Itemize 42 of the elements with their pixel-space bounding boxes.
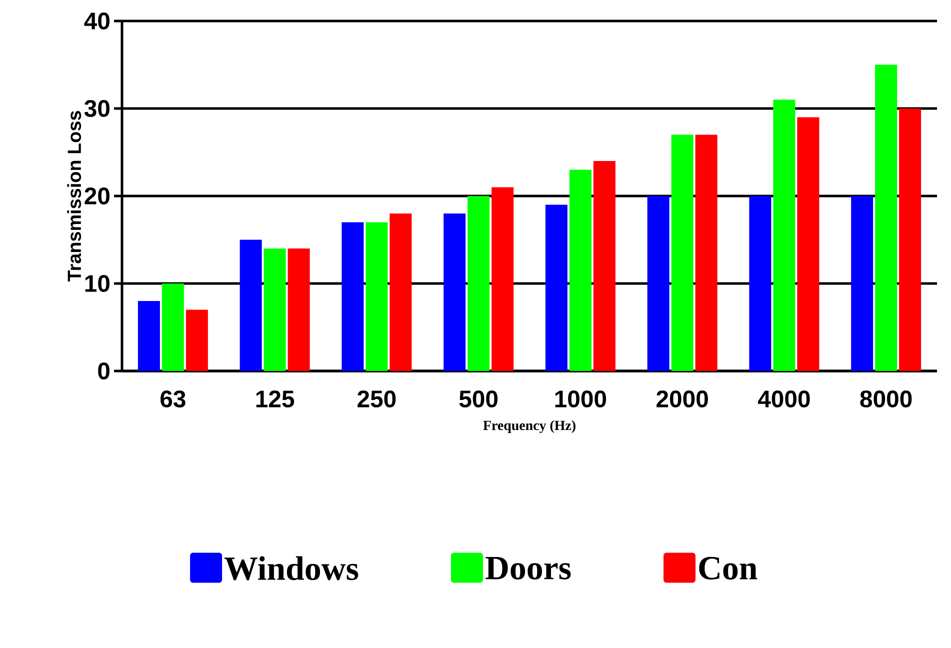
- y-axis-title: Transmission Loss: [67, 111, 82, 282]
- bar: [899, 108, 922, 371]
- y-tick-label: 0: [98, 362, 110, 380]
- x-tick-label: 500: [459, 390, 498, 408]
- bar: [851, 196, 874, 371]
- bar: [240, 240, 262, 371]
- bar: [569, 170, 592, 371]
- bar: [444, 213, 466, 371]
- y-tick-label: 10: [85, 275, 110, 292]
- x-tick-label: 1000: [555, 390, 606, 408]
- bar: [468, 196, 490, 371]
- x-axis-title: Frequency (Hz): [483, 420, 576, 433]
- x-tick-label: 63: [160, 390, 186, 408]
- legend-label: Con: [699, 556, 758, 580]
- bar: [186, 310, 208, 371]
- bar: [773, 100, 796, 371]
- x-tick-label: 2000: [656, 390, 708, 408]
- bar: [162, 283, 184, 371]
- bar: [749, 196, 772, 371]
- y-tick-label: 30: [84, 100, 110, 117]
- y-tick-label: 40: [84, 12, 110, 30]
- bar: [695, 134, 718, 371]
- y-tick-label: 20: [84, 188, 110, 204]
- bar: [671, 134, 694, 371]
- bar: [390, 213, 412, 371]
- bar: [647, 196, 670, 371]
- x-tick-label: 8000: [860, 390, 912, 408]
- bar: [797, 117, 820, 371]
- bar: [545, 204, 568, 371]
- legend-label: Doors: [486, 556, 571, 580]
- x-tick-label: 250: [358, 390, 396, 408]
- bar: [875, 64, 898, 371]
- bar: [342, 222, 364, 371]
- x-tick-label: 4000: [758, 390, 810, 408]
- legend-label: Windows: [224, 556, 358, 580]
- bar: [593, 160, 616, 371]
- bar: [264, 248, 286, 371]
- bar: [366, 222, 388, 371]
- x-tick-label: 125: [256, 390, 294, 408]
- bar: [138, 300, 160, 371]
- bar: [492, 187, 514, 371]
- bar: [288, 248, 310, 371]
